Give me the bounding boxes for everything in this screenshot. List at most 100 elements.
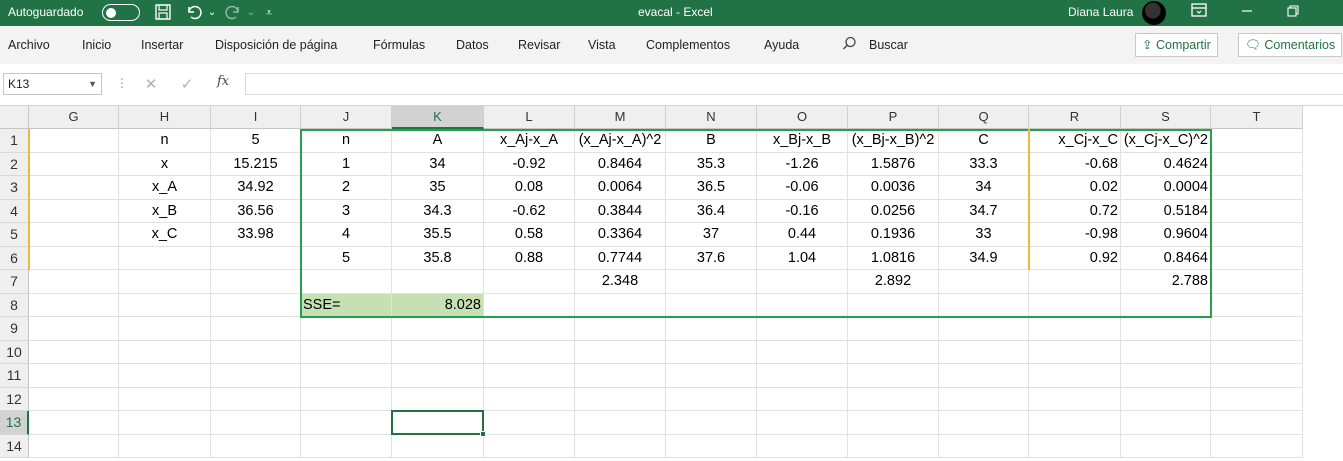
cell-o5[interactable]: 0.44 xyxy=(757,223,848,247)
cell-n1[interactable]: B xyxy=(666,129,757,153)
cell-m2[interactable]: 0.8464 xyxy=(575,152,666,176)
cell-j3[interactable]: 2 xyxy=(301,176,392,200)
cell-r5[interactable]: -0.98 xyxy=(1029,223,1121,247)
cell-o6[interactable]: 1.04 xyxy=(757,246,848,270)
cell-j13[interactable] xyxy=(301,411,392,435)
cell-n13[interactable] xyxy=(666,411,757,435)
cell-n12[interactable] xyxy=(666,387,757,411)
restore-icon[interactable] xyxy=(1282,3,1304,23)
insert-function-icon[interactable]: fx xyxy=(217,74,230,89)
column-header-l[interactable]: L xyxy=(484,106,575,129)
cell-t6[interactable] xyxy=(1211,246,1303,270)
row-header-12[interactable]: 12 xyxy=(0,387,29,411)
tab-ayuda[interactable]: Ayuda xyxy=(764,38,800,52)
cell-p10[interactable] xyxy=(848,340,939,364)
cell-p12[interactable] xyxy=(848,387,939,411)
cell-t4[interactable] xyxy=(1211,199,1303,223)
tab-revisar[interactable]: Revisar xyxy=(518,38,561,52)
cell-l7[interactable] xyxy=(484,270,575,294)
cancel-icon[interactable]: ✕ xyxy=(144,76,158,93)
redo-icon[interactable] xyxy=(222,3,244,23)
cell-i2[interactable]: 15.215 xyxy=(211,152,301,176)
user-name[interactable]: Diana Laura xyxy=(1068,5,1134,19)
cell-s14[interactable] xyxy=(1121,434,1211,458)
cell-m6[interactable]: 0.7744 xyxy=(575,246,666,270)
tab-formulas[interactable]: Fórmulas xyxy=(373,38,426,52)
tab-datos[interactable]: Datos xyxy=(456,38,489,52)
cell-p3[interactable]: 0.0036 xyxy=(848,176,939,200)
cell-o11[interactable] xyxy=(757,364,848,388)
cell-q8[interactable] xyxy=(939,293,1029,317)
cell-k12[interactable] xyxy=(392,387,484,411)
cell-l6[interactable]: 0.88 xyxy=(484,246,575,270)
cell-i4[interactable]: 36.56 xyxy=(211,199,301,223)
row-header-3[interactable]: 3 xyxy=(0,176,29,200)
cell-l9[interactable] xyxy=(484,317,575,341)
cell-o14[interactable] xyxy=(757,434,848,458)
column-header-m[interactable]: M xyxy=(575,106,666,129)
row-header-5[interactable]: 5 xyxy=(0,223,29,247)
enter-icon[interactable]: ✓ xyxy=(180,76,194,93)
cell-m11[interactable] xyxy=(575,364,666,388)
name-box[interactable]: K13 ▼ xyxy=(3,73,102,95)
cell-h7[interactable] xyxy=(119,270,211,294)
cell-r12[interactable] xyxy=(1029,387,1121,411)
cell-t2[interactable] xyxy=(1211,152,1303,176)
cell-p6[interactable]: 1.0816 xyxy=(848,246,939,270)
cell-g10[interactable] xyxy=(29,340,119,364)
cell-m3[interactable]: 0.0064 xyxy=(575,176,666,200)
cell-g2[interactable] xyxy=(29,152,119,176)
cell-p11[interactable] xyxy=(848,364,939,388)
tab-complementos[interactable]: Complementos xyxy=(646,38,731,52)
cell-i9[interactable] xyxy=(211,317,301,341)
cell-k14[interactable] xyxy=(392,434,484,458)
cell-q11[interactable] xyxy=(939,364,1029,388)
search-icon[interactable] xyxy=(842,36,857,54)
cell-t5[interactable] xyxy=(1211,223,1303,247)
cell-h8[interactable] xyxy=(119,293,211,317)
cell-r8[interactable] xyxy=(1029,293,1121,317)
cell-i13[interactable] xyxy=(211,411,301,435)
cell-r2[interactable]: -0.68 xyxy=(1029,152,1121,176)
column-header-j[interactable]: J xyxy=(301,106,392,129)
cell-l10[interactable] xyxy=(484,340,575,364)
cell-q10[interactable] xyxy=(939,340,1029,364)
comments-button[interactable]: 🗨 Comentarios xyxy=(1238,33,1343,57)
row-header-4[interactable]: 4 xyxy=(0,199,29,223)
cell-l12[interactable] xyxy=(484,387,575,411)
row-header-1[interactable]: 1 xyxy=(0,129,29,153)
cell-q3[interactable]: 34 xyxy=(939,176,1029,200)
cell-h4[interactable]: x_B xyxy=(119,199,211,223)
cell-r13[interactable] xyxy=(1029,411,1121,435)
cell-t14[interactable] xyxy=(1211,434,1303,458)
cell-s6[interactable]: 0.8464 xyxy=(1121,246,1211,270)
cell-n10[interactable] xyxy=(666,340,757,364)
cell-j11[interactable] xyxy=(301,364,392,388)
cell-m4[interactable]: 0.3844 xyxy=(575,199,666,223)
column-header-s[interactable]: S xyxy=(1121,106,1211,129)
cell-q14[interactable] xyxy=(939,434,1029,458)
cell-s9[interactable] xyxy=(1121,317,1211,341)
cell-j6[interactable]: 5 xyxy=(301,246,392,270)
cell-g7[interactable] xyxy=(29,270,119,294)
cell-o3[interactable]: -0.06 xyxy=(757,176,848,200)
cell-k2[interactable]: 34 xyxy=(392,152,484,176)
cell-k6[interactable]: 35.8 xyxy=(392,246,484,270)
cell-r14[interactable] xyxy=(1029,434,1121,458)
cell-o9[interactable] xyxy=(757,317,848,341)
cell-q5[interactable]: 33 xyxy=(939,223,1029,247)
cell-s3[interactable]: 0.0004 xyxy=(1121,176,1211,200)
autosave-toggle[interactable] xyxy=(102,4,140,21)
cell-k10[interactable] xyxy=(392,340,484,364)
cell-g11[interactable] xyxy=(29,364,119,388)
column-header-p[interactable]: P xyxy=(848,106,939,129)
cell-s11[interactable] xyxy=(1121,364,1211,388)
cell-g13[interactable] xyxy=(29,411,119,435)
redo-dropdown-icon[interactable]: ⌄ xyxy=(246,7,256,18)
cell-r7[interactable] xyxy=(1029,270,1121,294)
row-header-10[interactable]: 10 xyxy=(0,340,29,364)
cell-r1[interactable]: x_Cj-x_C xyxy=(1029,129,1121,153)
cell-i8[interactable] xyxy=(211,293,301,317)
cell-k9[interactable] xyxy=(392,317,484,341)
cell-s13[interactable] xyxy=(1121,411,1211,435)
